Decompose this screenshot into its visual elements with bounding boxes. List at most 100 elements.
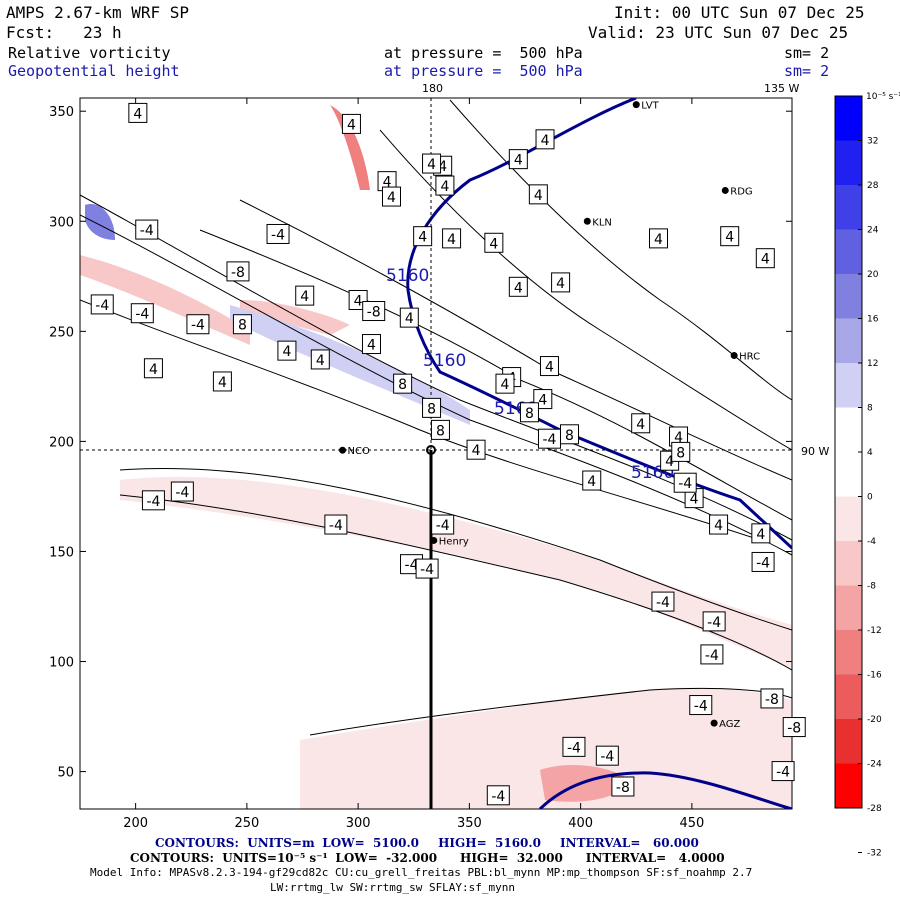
vorticity-label: -4 (141, 490, 165, 511)
vorticity-label: -8 (760, 688, 784, 709)
vorticity-label-value: 4 (541, 133, 550, 149)
colorbar-tick-label: 20 (867, 270, 879, 280)
vorticity-label-value: -4 (656, 595, 670, 611)
vorticity-label-value: 4 (545, 360, 554, 376)
colorbar-tick-label: 12 (867, 359, 878, 369)
vorticity-label: 4 (709, 514, 729, 535)
vorticity-label-value: 4 (218, 375, 227, 391)
footer-height-high: HIGH= 5160.0 (438, 836, 541, 850)
vorticity-label-box (582, 470, 602, 491)
footer-height-units: CONTOURS: UNITS=m (155, 836, 315, 850)
vorticity-label: -4 (751, 551, 775, 572)
vorticity-label: 4 (442, 228, 462, 249)
vorticity-label-box (232, 314, 252, 335)
vorticity-label-box (528, 184, 548, 205)
field1-name: Relative vorticity (8, 44, 171, 62)
colorbar-segment (835, 363, 862, 408)
x-tick-label: 300 (346, 816, 371, 831)
vorticity-label: -4 (90, 294, 114, 315)
vorticity-label-box (495, 373, 515, 394)
vorticity-label: 4 (277, 340, 297, 361)
vorticity-label-value: 4 (756, 527, 765, 543)
colorbar-segment (835, 630, 862, 675)
vorticity-labels: 4444444444444444444444444444444444444488… (90, 102, 806, 806)
y-tick-label: 100 (49, 656, 74, 671)
vorticity-label-value: 4 (149, 362, 158, 378)
contour-line (119, 494, 792, 671)
vorticity-label: -4 (186, 314, 210, 335)
station-marker (710, 719, 718, 727)
y-tick-label: 200 (49, 435, 74, 450)
field2-smoothing: sm= 2 (784, 62, 830, 80)
stations: NCO Henry KLN RDG HRC AGZ LVT (339, 101, 760, 730)
vorticity-label: 4 (422, 153, 442, 174)
vorticity-label-box (508, 276, 528, 297)
colorbar-segment (835, 96, 862, 141)
footer-height-low: LOW= 5100.0 (322, 836, 419, 850)
vorticity-label-value: 4 (538, 393, 547, 409)
lon-135w-label: 135 W (764, 82, 799, 95)
neg-streak-north (330, 105, 370, 190)
colorbar-tick-label: 24 (867, 226, 879, 236)
lon-180-label: 180 (422, 82, 443, 95)
vorticity-label-box (422, 397, 442, 418)
vorticity-label-value: -4 (436, 518, 450, 534)
vorticity-label: 4 (539, 356, 559, 377)
vorticity-label-value: 4 (556, 276, 565, 292)
footer-vorticity-contours: CONTOURS: UNITS=10⁻⁵ s⁻¹ LOW= -32.000 HI… (130, 851, 725, 865)
field1-level: at pressure = 500 hPa (384, 44, 583, 62)
vorticity-label: 4 (341, 113, 361, 134)
pos-band (230, 305, 470, 425)
vorticity-label-box (361, 334, 381, 355)
vorticity-label-value: -4 (95, 298, 109, 314)
colorbar-tick-label: 4 (867, 448, 873, 458)
footer-height-interval: INTERVAL= 60.000 (560, 836, 699, 850)
vorticity-label-box (362, 301, 386, 322)
colorbar-segment (835, 140, 862, 186)
vorticity-label-value: 4 (440, 179, 449, 195)
vorticity-label: 4 (128, 102, 148, 123)
colorbar-segment (835, 185, 862, 230)
colorbar-segment (835, 541, 862, 586)
y-tick-label: 350 (49, 105, 74, 120)
vorticity-label: 4 (382, 186, 401, 207)
lat-90w-label: 90 W (801, 445, 829, 458)
vorticity-label-value: -4 (542, 432, 556, 448)
vorticity-label-value: -4 (135, 307, 149, 323)
init-time: Init: 00 UTC Sun 07 Dec 25 (614, 3, 865, 22)
vorticity-label-value: 4 (347, 117, 356, 133)
vorticity-label-value: -4 (707, 615, 721, 631)
colorbar-tick-label: 28 (867, 181, 879, 191)
station-marker (430, 536, 438, 544)
vorticity-label-box (782, 717, 806, 738)
vorticity-label-value: 4 (438, 159, 447, 175)
vorticity-label-value: 4 (418, 230, 427, 246)
vorticity-label-value: -4 (175, 485, 189, 501)
vorticity-label: -8 (226, 261, 250, 282)
vorticity-label-value: 4 (133, 106, 142, 122)
vorticity-label-value: 4 (534, 188, 543, 204)
station-label: LVT (641, 101, 659, 112)
colorbar-tick-label: -4 (867, 537, 876, 547)
field2-name: Geopotential height (8, 62, 180, 80)
vorticity-label: 4 (751, 523, 771, 544)
field1-smoothing: sm= 2 (784, 44, 830, 62)
reference-lines (80, 98, 792, 809)
vorticity-label: 8 (560, 424, 579, 445)
station-marker (721, 186, 729, 194)
x-tick-label: 450 (679, 816, 704, 831)
vorticity-label-value: 8 (238, 318, 247, 334)
vorticity-label-value: -4 (694, 699, 708, 715)
neg-patch-nw (240, 300, 350, 335)
colorbar-tick-label: -16 (867, 671, 882, 681)
colorbar-tick-label: -8 (867, 582, 876, 592)
station-label: KLN (592, 217, 612, 228)
station-marker (730, 352, 738, 360)
vorticity-label: 4 (435, 175, 455, 196)
model-info-2: LW:rrtmg_lw SW:rrtmg_sw SFLAY:sf_mynn (270, 881, 516, 894)
colorbar-tick-label: -24 (867, 760, 882, 770)
vorticity-label: 4 (413, 226, 433, 247)
vorticity-label-value: 8 (427, 401, 436, 417)
vorticity-label-box (186, 314, 210, 335)
